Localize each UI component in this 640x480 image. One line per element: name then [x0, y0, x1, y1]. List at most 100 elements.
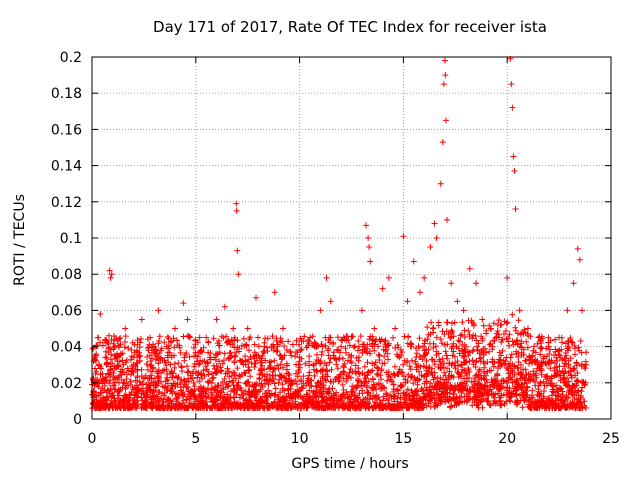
dense-scatter-cloud: [89, 311, 590, 412]
data-point: [535, 334, 542, 341]
data-point: [417, 289, 424, 296]
data-points: [91, 55, 590, 395]
data-point: [130, 361, 137, 368]
data-point: [221, 303, 228, 310]
data-point: [233, 200, 240, 207]
data-point: [487, 325, 494, 332]
data-point: [431, 220, 438, 227]
data-point: [244, 325, 251, 332]
data-point: [363, 222, 370, 229]
data-point: [392, 325, 399, 332]
data-point: [261, 343, 268, 350]
data-point: [576, 256, 583, 263]
data-point: [454, 298, 461, 305]
y-tick-label: 0.08: [51, 267, 82, 283]
data-point: [99, 370, 106, 377]
data-point: [367, 258, 374, 265]
data-point: [93, 352, 100, 359]
data-point: [509, 104, 516, 111]
data-point: [508, 81, 515, 88]
data-point: [410, 258, 417, 265]
data-point: [122, 325, 129, 332]
y-tick-label: 0.12: [51, 195, 82, 211]
data-point: [184, 316, 191, 323]
x-axis-label: GPS time / hours: [291, 456, 409, 472]
data-point: [271, 289, 278, 296]
y-tick-label: 0.1: [60, 231, 82, 247]
data-point: [192, 352, 199, 359]
data-point: [358, 307, 365, 314]
data-point: [460, 307, 467, 314]
x-tick-label: 10: [291, 431, 309, 447]
data-point: [511, 168, 518, 175]
data-point: [115, 379, 122, 386]
data-point: [400, 233, 407, 240]
data-point: [510, 153, 517, 160]
data-point: [213, 316, 220, 323]
data-point: [138, 316, 145, 323]
data-point: [348, 352, 355, 359]
data-point: [203, 334, 210, 341]
data-point: [235, 271, 242, 278]
data-point: [516, 307, 523, 314]
data-point: [421, 274, 428, 281]
data-point: [448, 280, 455, 287]
data-point: [433, 235, 440, 241]
y-tick-label: 0: [73, 412, 82, 428]
x-tick-label: 15: [394, 431, 412, 447]
data-point: [504, 274, 511, 281]
data-point: [103, 361, 110, 368]
y-axis-ticks: 0 0.02 0.04 0.06 0.08 0.1 0.12 0.14 0.16 0.18 0.2: [51, 50, 611, 428]
data-point: [574, 245, 581, 252]
data-point: [306, 334, 313, 341]
data-point: [442, 72, 449, 79]
data-point: [317, 307, 324, 314]
y-tick-label: 0.16: [51, 122, 82, 138]
dense-markers: [89, 311, 590, 412]
data-point: [95, 334, 102, 341]
x-tick-label: 0: [88, 431, 97, 447]
data-point: [327, 298, 334, 305]
data-point: [578, 307, 585, 314]
data-point: [379, 285, 386, 292]
data-point: [385, 274, 392, 281]
data-point: [180, 300, 187, 307]
data-point: [147, 334, 154, 341]
data-point: [288, 352, 295, 359]
data-point: [371, 325, 378, 332]
data-point: [495, 334, 502, 341]
data-point: [439, 139, 446, 146]
data-point: [524, 325, 531, 332]
data-point: [441, 57, 448, 64]
data-point: [564, 307, 571, 314]
data-point: [404, 298, 411, 305]
data-point: [440, 81, 447, 88]
data-point: [545, 343, 552, 350]
data-point: [512, 206, 519, 213]
data-point: [479, 316, 486, 323]
y-tick-label: 0.18: [51, 86, 82, 102]
y-tick-label: 0.04: [51, 340, 82, 356]
data-point: [234, 247, 241, 254]
y-tick-label: 0.06: [51, 303, 82, 319]
x-tick-label: 20: [498, 431, 516, 447]
data-point: [323, 274, 330, 281]
data-point: [437, 180, 444, 187]
data-point: [296, 361, 303, 368]
data-point: [107, 274, 114, 281]
data-point: [172, 325, 179, 332]
y-tick-label: 0.02: [51, 376, 82, 392]
data-point: [556, 334, 563, 341]
data-point: [466, 265, 473, 272]
data-point: [253, 294, 260, 301]
data-point: [473, 280, 480, 287]
data-point: [570, 280, 577, 287]
data-point: [230, 325, 237, 332]
data-point: [338, 343, 345, 350]
data-point: [442, 117, 449, 124]
data-point: [108, 271, 115, 278]
data-point: [233, 207, 240, 214]
y-tick-label: 0.14: [51, 159, 82, 175]
x-tick-label: 25: [602, 431, 620, 447]
